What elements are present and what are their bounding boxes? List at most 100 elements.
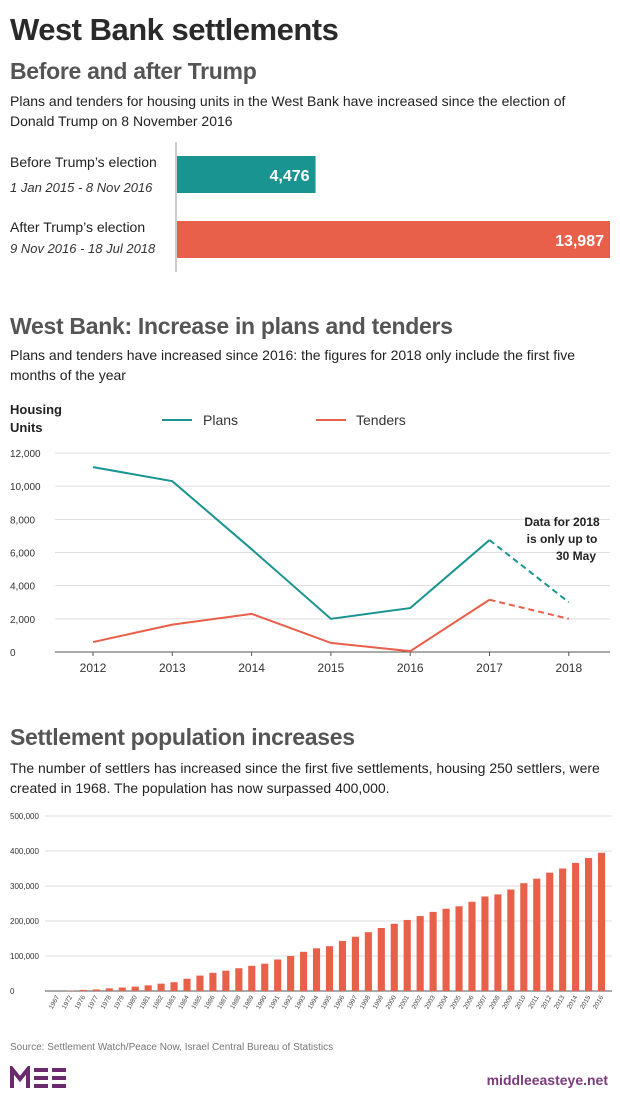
population-bar — [248, 965, 256, 991]
x-tick-label: 1983 — [164, 994, 177, 1010]
before-after-bar-chart: 4,476 13,987 — [175, 142, 610, 272]
legend-label-tenders: Tenders — [356, 412, 406, 428]
x-tick-label: 2007 — [475, 994, 488, 1010]
section-desc-population: The number of settlers has increased sin… — [10, 760, 600, 796]
x-tick-label: 2017 — [476, 661, 503, 675]
x-tick-label: 1979 — [113, 994, 126, 1010]
line-tenders-dashed — [489, 598, 570, 620]
population-bar — [520, 883, 528, 991]
population-bar — [416, 916, 424, 991]
y-tick-label: 2,000 — [10, 615, 35, 626]
population-bar — [338, 940, 347, 991]
plans-tenders-line-chart: Plans Tenders 0 2,000 4,000 6,000 8,000 10,00… — [10, 412, 610, 675]
y-tick-label: 4,000 — [10, 582, 35, 593]
x-tick-label: 1967 — [48, 994, 61, 1010]
annotation-line-1: Data for 2018 — [524, 515, 600, 529]
x-tick-label: 1993 — [294, 994, 307, 1010]
population-bar — [261, 963, 269, 991]
population-bar — [533, 878, 541, 991]
x-tick-label: 2016 — [397, 661, 424, 675]
x-tick-label: 1986 — [203, 994, 216, 1010]
x-tick-label: 2003 — [424, 994, 437, 1010]
x-tick-label: 2012 — [80, 661, 107, 675]
x-tick-label: 1985 — [190, 994, 203, 1010]
x-tick-label: 1995 — [320, 994, 333, 1010]
source-note: Source: Settlement Watch/Peace Now, Isra… — [10, 1042, 334, 1053]
x-tick-label: 2013 — [553, 994, 566, 1010]
x-tick-label: 1972 — [61, 994, 74, 1010]
x-tick-label: 2015 — [318, 661, 345, 675]
population-bar — [170, 982, 178, 991]
population-bar-chart: 0 100,000 200,000 300,000 400,000 500,000 196… — [10, 812, 612, 1011]
population-bar — [222, 970, 230, 991]
population-bar — [312, 948, 321, 991]
x-tick-label: 1981 — [139, 994, 152, 1010]
population-bar — [559, 868, 567, 991]
x-tick-label: 1999 — [372, 994, 385, 1010]
x-tick-label: 2011 — [527, 994, 540, 1010]
x-tick-label: 2015 — [579, 994, 592, 1010]
population-bar — [287, 956, 295, 991]
x-tick-label: 1982 — [152, 994, 165, 1010]
y-tick-label: 300,000 — [10, 882, 39, 891]
x-tick-label: 2016 — [592, 994, 605, 1010]
population-bar — [429, 911, 437, 991]
mee-logo[interactable] — [10, 1063, 70, 1090]
population-bar — [105, 988, 113, 991]
annotation-line-2: is only up to — [527, 532, 598, 546]
x-tick-label: 1984 — [177, 994, 190, 1010]
population-bar — [481, 896, 489, 991]
y-tick-label: 200,000 — [10, 917, 39, 926]
x-tick-label: 1998 — [359, 994, 372, 1010]
population-bar — [390, 923, 398, 991]
population-bar — [325, 946, 334, 991]
population-bar — [118, 987, 126, 991]
population-bar — [507, 889, 515, 991]
website-link[interactable]: middleeasteye.net — [486, 1072, 608, 1088]
population-bar — [209, 972, 217, 991]
bar-after — [177, 221, 610, 258]
x-tick-label: 1988 — [229, 994, 242, 1010]
y-tick-label: 500,000 — [10, 812, 39, 821]
x-tick-label: 2006 — [462, 994, 475, 1010]
x-tick-label: 1996 — [333, 994, 346, 1010]
bar-label-before: Before Trump’s election — [10, 154, 157, 170]
y-tick-label: 0 — [10, 987, 15, 996]
section-title-plans-tenders: West Bank: Increase in plans and tenders — [10, 313, 453, 339]
mee-logo-icon — [10, 1063, 66, 1088]
x-tick-label: 1994 — [307, 994, 320, 1010]
bar-sublabel-after: 9 Nov 2016 - 18 Jul 2018 — [10, 241, 156, 256]
legend-label-plans: Plans — [203, 412, 238, 428]
x-tick-label: 2005 — [449, 994, 462, 1010]
x-tick-label: 2002 — [411, 994, 424, 1010]
section-title-population: Settlement population increases — [10, 724, 355, 750]
population-bar — [364, 932, 372, 991]
x-tick-label: 1989 — [242, 994, 255, 1010]
x-tick-label: 2010 — [514, 994, 527, 1010]
population-bar — [144, 985, 152, 991]
population-bar — [597, 852, 606, 991]
population-bar — [572, 862, 580, 991]
population-bar — [131, 986, 139, 991]
x-tick-label: 1980 — [126, 994, 139, 1010]
x-tick-label: 2013 — [159, 661, 186, 675]
y-tick-label: 100,000 — [10, 952, 39, 961]
population-bar — [92, 989, 100, 991]
y-axis-title: Housing Units — [10, 402, 62, 435]
population-bar — [442, 908, 450, 991]
y-tick-label: 10,000 — [10, 482, 41, 493]
x-tick-label: 1990 — [255, 994, 268, 1010]
x-tick-label: 1997 — [346, 994, 359, 1010]
page-title: West Bank settlements — [10, 12, 339, 47]
x-tick-label: 1991 — [268, 994, 281, 1010]
annotation-line-3: 30 May — [556, 549, 596, 563]
population-bar — [585, 858, 593, 991]
x-tick-label: 1976 — [74, 994, 87, 1010]
line-chart-legend: Plans Tenders — [162, 412, 406, 428]
y-tick-label: 8,000 — [10, 515, 35, 526]
y-tick-label: 12,000 — [10, 449, 41, 460]
x-tick-label: 2001 — [398, 994, 411, 1010]
section-desc-before-after: Plans and tenders for housing units in t… — [10, 93, 566, 129]
x-tick-label: 2008 — [488, 994, 501, 1010]
population-bar — [157, 983, 165, 991]
